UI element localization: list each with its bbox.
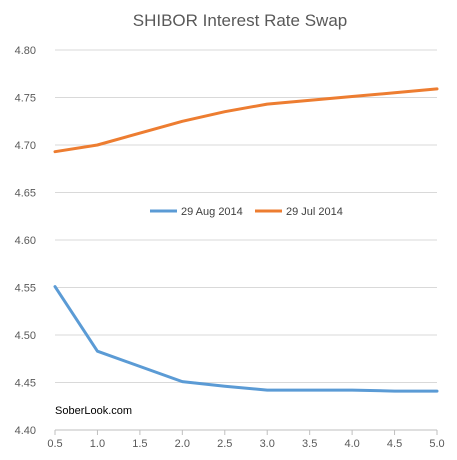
x-tick-label: 1.0 <box>90 438 105 450</box>
y-tick-label: 4.65 <box>15 188 36 200</box>
y-tick-label: 4.40 <box>15 425 36 437</box>
x-tick-label: 3.0 <box>260 438 275 450</box>
series-line <box>53 285 439 393</box>
y-tick-label: 4.55 <box>15 283 36 295</box>
chart-title: SHIBOR Interest Rate Swap <box>133 11 347 30</box>
legend-entry: 29 Aug 2014 <box>181 206 243 218</box>
x-tick-label: 3.5 <box>302 438 317 450</box>
y-tick-label: 4.75 <box>15 93 36 105</box>
y-tick-label: 4.70 <box>15 140 36 152</box>
x-tick-label: 2.5 <box>217 438 232 450</box>
x-tick-label: 2.0 <box>175 438 190 450</box>
series-line <box>53 87 439 154</box>
x-tick-label: 5.0 <box>429 438 444 450</box>
y-tick-label: 4.50 <box>15 330 36 342</box>
x-tick-label: 4.5 <box>387 438 402 450</box>
x-tick-label: 1.5 <box>132 438 147 450</box>
x-tick-label: 4.0 <box>344 438 359 450</box>
y-tick-label: 4.60 <box>15 235 36 247</box>
x-tick-label: 0.5 <box>47 438 62 450</box>
legend-entry: 29 Jul 2014 <box>286 206 343 218</box>
y-tick-label: 4.80 <box>15 45 36 57</box>
y-tick-label: 4.45 <box>15 378 36 390</box>
watermark-text: SoberLook.com <box>55 405 132 417</box>
legend: 29 Aug 2014 29 Jul 2014 <box>150 206 343 218</box>
